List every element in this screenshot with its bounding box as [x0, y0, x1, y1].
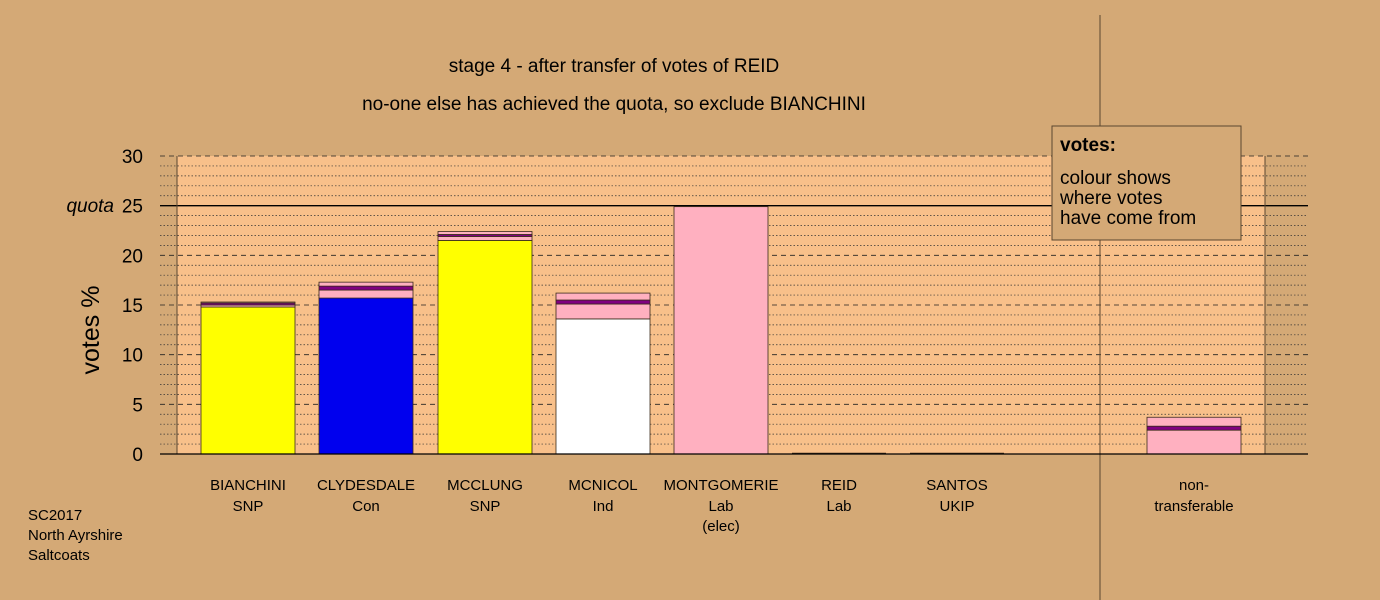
- candidate-name: CLYDESDALE: [317, 477, 415, 494]
- chart-subtitle: no-one else has achieved the quota, so e…: [362, 94, 866, 115]
- bar-segment: [318, 285, 414, 291]
- y-tick-label: 15: [122, 296, 143, 317]
- legend-line-1: colour shows: [1060, 168, 1171, 189]
- bars: [200, 206, 1242, 455]
- y-tick-label: 30: [122, 147, 143, 168]
- y-tick-label: 20: [122, 246, 143, 267]
- legend-line-3: have come from: [1060, 208, 1196, 229]
- candidate-party: SNP: [233, 498, 264, 515]
- bar-segment: [318, 281, 414, 287]
- footer-line-3: Saltcoats: [28, 547, 90, 564]
- bar-segment: [1146, 416, 1242, 427]
- bar-segment: [555, 303, 651, 320]
- bar-segment: [200, 301, 296, 304]
- candidate-name: non-: [1179, 477, 1209, 494]
- bar-segment: [318, 297, 414, 455]
- category-labels: BIANCHINI SNP CLYDESDALE Con MCCLUNG SNP MCNIC…: [210, 477, 1234, 535]
- bar-segment: [200, 306, 296, 455]
- candidate-name: MCNICOL: [568, 477, 637, 494]
- candidate-name: MCCLUNG: [447, 477, 523, 494]
- candidate-party: SNP: [470, 498, 501, 515]
- legend: votes: colour shows where votes have com…: [1051, 125, 1242, 241]
- y-tick-label: 5: [132, 395, 143, 416]
- footer-line-2: North Ayrshire: [28, 527, 123, 544]
- bar-segment: [437, 231, 533, 235]
- candidate-party: Con: [352, 498, 380, 515]
- bar-segment: [555, 299, 651, 305]
- candidate-party: Lab: [826, 498, 851, 515]
- candidate-party: Lab: [708, 498, 733, 515]
- bar-segment: [673, 206, 769, 455]
- y-tick-label: 0: [132, 445, 143, 466]
- bar-segment: [437, 240, 533, 455]
- chart-title: stage 4 - after transfer of votes of REI…: [449, 56, 780, 77]
- footer-line-1: SC2017: [28, 507, 82, 524]
- candidate-name: SANTOS: [926, 477, 987, 494]
- candidate-party: UKIP: [939, 498, 974, 515]
- candidate-name: BIANCHINI: [210, 477, 286, 494]
- legend-heading: votes:: [1060, 135, 1116, 156]
- bar-segment: [1146, 429, 1242, 455]
- bar-segment: [1146, 425, 1242, 431]
- candidate-name: REID: [821, 477, 857, 494]
- y-axis: 0 5 10 15 20 25 30: [122, 147, 1308, 466]
- bar-segment: [555, 318, 651, 455]
- y-tick-label: 25: [122, 197, 143, 218]
- y-axis-label: votes %: [77, 286, 105, 375]
- candidate-party: transferable: [1154, 498, 1233, 515]
- bar-segment: [318, 289, 414, 299]
- legend-box: [1051, 125, 1242, 241]
- candidate-party: Ind: [593, 498, 614, 515]
- footer: SC2017 North Ayrshire Saltcoats: [28, 507, 123, 564]
- bar-segment: [437, 236, 533, 241]
- candidate-note: (elec): [702, 518, 740, 535]
- bar-segment: [555, 292, 651, 301]
- legend-line-2: where votes: [1059, 188, 1162, 209]
- candidate-name: MONTGOMERIE: [664, 477, 779, 494]
- y-tick-label: 10: [122, 346, 143, 367]
- quota-label: quota: [66, 196, 114, 217]
